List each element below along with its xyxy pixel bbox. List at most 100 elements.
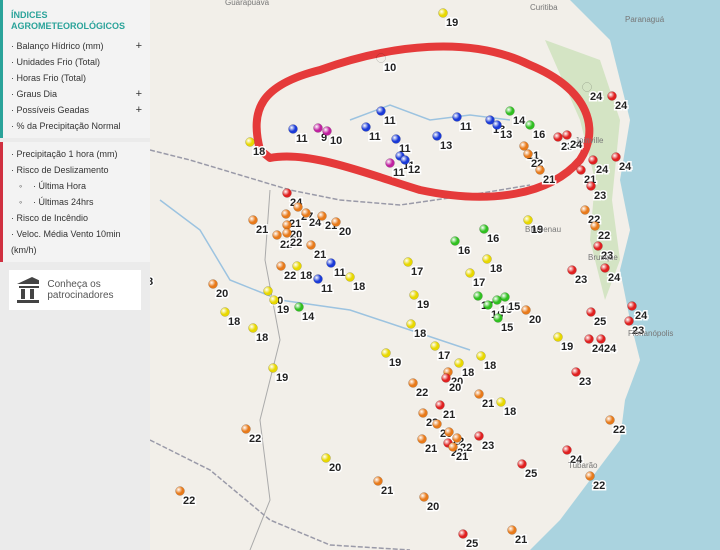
station-pin[interactable] — [585, 471, 595, 481]
station-pin[interactable] — [474, 431, 484, 441]
station-pin[interactable] — [403, 257, 413, 267]
station-pin[interactable] — [600, 263, 610, 273]
station-pin[interactable] — [321, 453, 331, 463]
expand-toggle[interactable]: + — [135, 104, 142, 116]
station-pin[interactable] — [605, 415, 615, 425]
station-pin[interactable] — [474, 389, 484, 399]
menu-item[interactable]: · Horas Frio (Total) — [11, 70, 142, 86]
station-pin[interactable] — [435, 400, 445, 410]
station-pin[interactable] — [624, 316, 634, 326]
menu-item[interactable]: · Última Hora — [11, 178, 142, 194]
station-pin[interactable] — [517, 459, 527, 469]
station-pin[interactable] — [535, 165, 545, 175]
station-pin[interactable] — [432, 131, 442, 141]
station-pin[interactable] — [313, 123, 323, 133]
station-pin[interactable] — [479, 224, 489, 234]
station-pin[interactable] — [553, 332, 563, 342]
station-pin[interactable] — [593, 241, 603, 251]
menu-item[interactable]: · Risco de Deslizamento — [11, 162, 142, 178]
station-pin[interactable] — [292, 261, 302, 271]
station-pin[interactable] — [406, 319, 416, 329]
menu-item[interactable]: · Unidades Frio (Total) — [11, 54, 142, 70]
station-pin[interactable] — [571, 367, 581, 377]
station-pin[interactable] — [590, 221, 600, 231]
station-pin[interactable] — [301, 208, 311, 218]
expand-toggle[interactable]: + — [135, 40, 142, 52]
station-pin[interactable] — [485, 115, 495, 125]
station-pin[interactable] — [458, 529, 468, 539]
station-pin[interactable] — [611, 152, 621, 162]
menu-item[interactable]: · Graus Dia + — [11, 86, 142, 102]
station-pin[interactable] — [448, 442, 458, 452]
station-pin[interactable] — [452, 112, 462, 122]
sponsors-button[interactable]: Conheça os patrocinadores — [9, 270, 141, 310]
station-pin[interactable] — [361, 122, 371, 132]
station-pin[interactable] — [322, 126, 332, 136]
station-pin[interactable] — [576, 165, 586, 175]
station-pin[interactable] — [482, 254, 492, 264]
station-pin[interactable] — [627, 301, 637, 311]
station-pin[interactable] — [293, 202, 303, 212]
station-pin[interactable] — [523, 215, 533, 225]
expand-toggle[interactable]: + — [135, 88, 142, 100]
station-pin[interactable] — [248, 215, 258, 225]
station-pin[interactable] — [523, 149, 533, 159]
station-pin[interactable] — [345, 272, 355, 282]
station-pin[interactable] — [208, 279, 218, 289]
station-pin[interactable] — [519, 141, 529, 151]
station-pin[interactable] — [294, 302, 304, 312]
station-pin[interactable] — [465, 268, 475, 278]
station-pin[interactable] — [282, 228, 292, 238]
station-pin[interactable] — [432, 419, 442, 429]
station-pin[interactable] — [586, 181, 596, 191]
station-pin[interactable] — [586, 307, 596, 317]
station-pin[interactable] — [525, 120, 535, 130]
station-pin[interactable] — [500, 292, 510, 302]
station-pin[interactable] — [454, 358, 464, 368]
station-pin[interactable] — [473, 291, 483, 301]
station-pin[interactable] — [175, 486, 185, 496]
station-pin[interactable] — [269, 295, 279, 305]
menu-item[interactable]: · Balanço Hídrico (mm) + — [11, 38, 142, 54]
station-pin[interactable] — [241, 424, 251, 434]
station-pin[interactable] — [268, 363, 278, 373]
station-pin[interactable] — [373, 476, 383, 486]
station-pin[interactable] — [263, 286, 273, 296]
menu-item[interactable]: · Risco de Incêndio — [11, 210, 142, 226]
station-pin[interactable] — [450, 236, 460, 246]
station-pin[interactable] — [326, 258, 336, 268]
station-pin[interactable] — [553, 132, 563, 142]
station-pin[interactable] — [220, 307, 230, 317]
station-pin[interactable] — [272, 230, 282, 240]
station-pin[interactable] — [317, 211, 327, 221]
station-pin[interactable] — [400, 155, 410, 165]
station-pin[interactable] — [562, 130, 572, 140]
station-pin[interactable] — [418, 408, 428, 418]
station-pin[interactable] — [381, 348, 391, 358]
station-pin[interactable] — [596, 334, 606, 344]
station-pin[interactable] — [419, 492, 429, 502]
station-pin[interactable] — [288, 124, 298, 134]
station-pin[interactable] — [276, 261, 286, 271]
station-pin[interactable] — [376, 106, 386, 116]
station-pin[interactable] — [452, 433, 462, 443]
station-pin[interactable] — [430, 341, 440, 351]
station-pin[interactable] — [438, 8, 448, 18]
station-pin[interactable] — [567, 265, 577, 275]
station-pin[interactable] — [331, 217, 341, 227]
station-pin[interactable] — [391, 134, 401, 144]
station-pin[interactable] — [476, 351, 486, 361]
station-pin[interactable] — [507, 525, 517, 535]
station-pin[interactable] — [584, 334, 594, 344]
menu-item[interactable]: · Veloc. Média Vento 10min (km/h) — [11, 226, 142, 258]
station-pin[interactable] — [313, 274, 323, 284]
station-pin[interactable] — [607, 91, 617, 101]
station-pin[interactable] — [493, 313, 503, 323]
station-pin[interactable] — [281, 209, 291, 219]
station-pin[interactable] — [562, 445, 572, 455]
station-pin[interactable] — [588, 155, 598, 165]
station-pin[interactable] — [492, 295, 502, 305]
menu-item[interactable]: · Precipitação 1 hora (mm) — [11, 146, 142, 162]
station-pin[interactable] — [483, 300, 493, 310]
station-pin[interactable] — [248, 323, 258, 333]
